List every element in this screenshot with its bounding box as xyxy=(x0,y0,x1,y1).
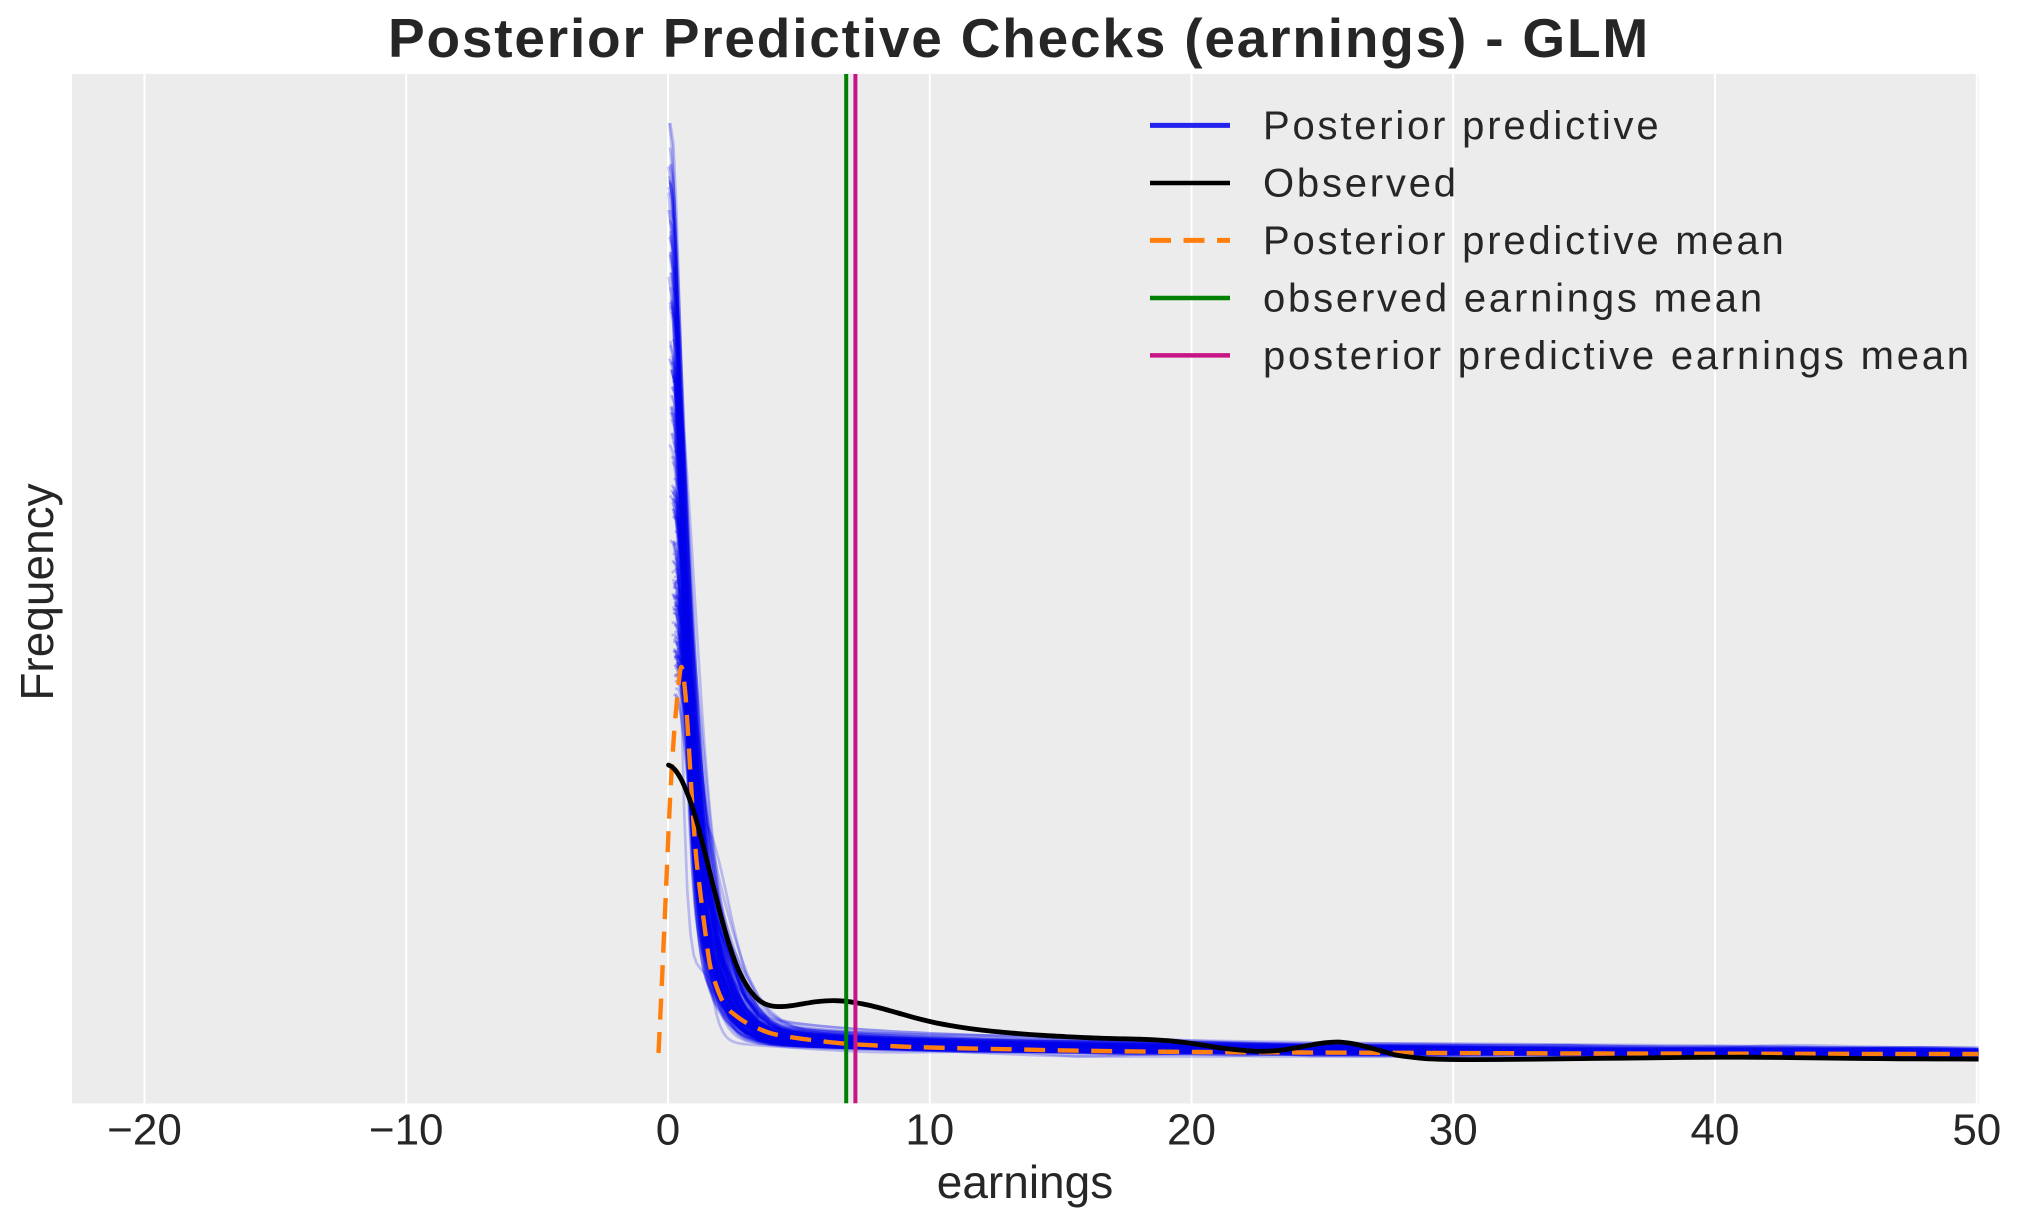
svg-text:observed earnings mean: observed earnings mean xyxy=(1263,277,1765,321)
svg-text:Posterior predictive mean: Posterior predictive mean xyxy=(1263,219,1787,263)
svg-text:20: 20 xyxy=(1167,1106,1216,1155)
svg-text:Observed: Observed xyxy=(1263,162,1459,206)
svg-text:−20: −20 xyxy=(107,1106,182,1155)
svg-text:0: 0 xyxy=(656,1106,680,1155)
svg-text:earnings: earnings xyxy=(937,1156,1113,1208)
svg-text:50: 50 xyxy=(1952,1106,2001,1155)
svg-text:30: 30 xyxy=(1429,1106,1478,1155)
svg-text:Posterior Predictive Checks (e: Posterior Predictive Checks (earnings) -… xyxy=(388,7,1650,69)
svg-text:40: 40 xyxy=(1691,1106,1740,1155)
svg-text:posterior predictive earnings: posterior predictive earnings mean xyxy=(1263,334,1972,378)
svg-text:Frequency: Frequency xyxy=(11,483,63,700)
svg-text:Posterior predictive: Posterior predictive xyxy=(1263,104,1661,148)
svg-text:10: 10 xyxy=(905,1106,954,1155)
svg-text:−10: −10 xyxy=(369,1106,444,1155)
